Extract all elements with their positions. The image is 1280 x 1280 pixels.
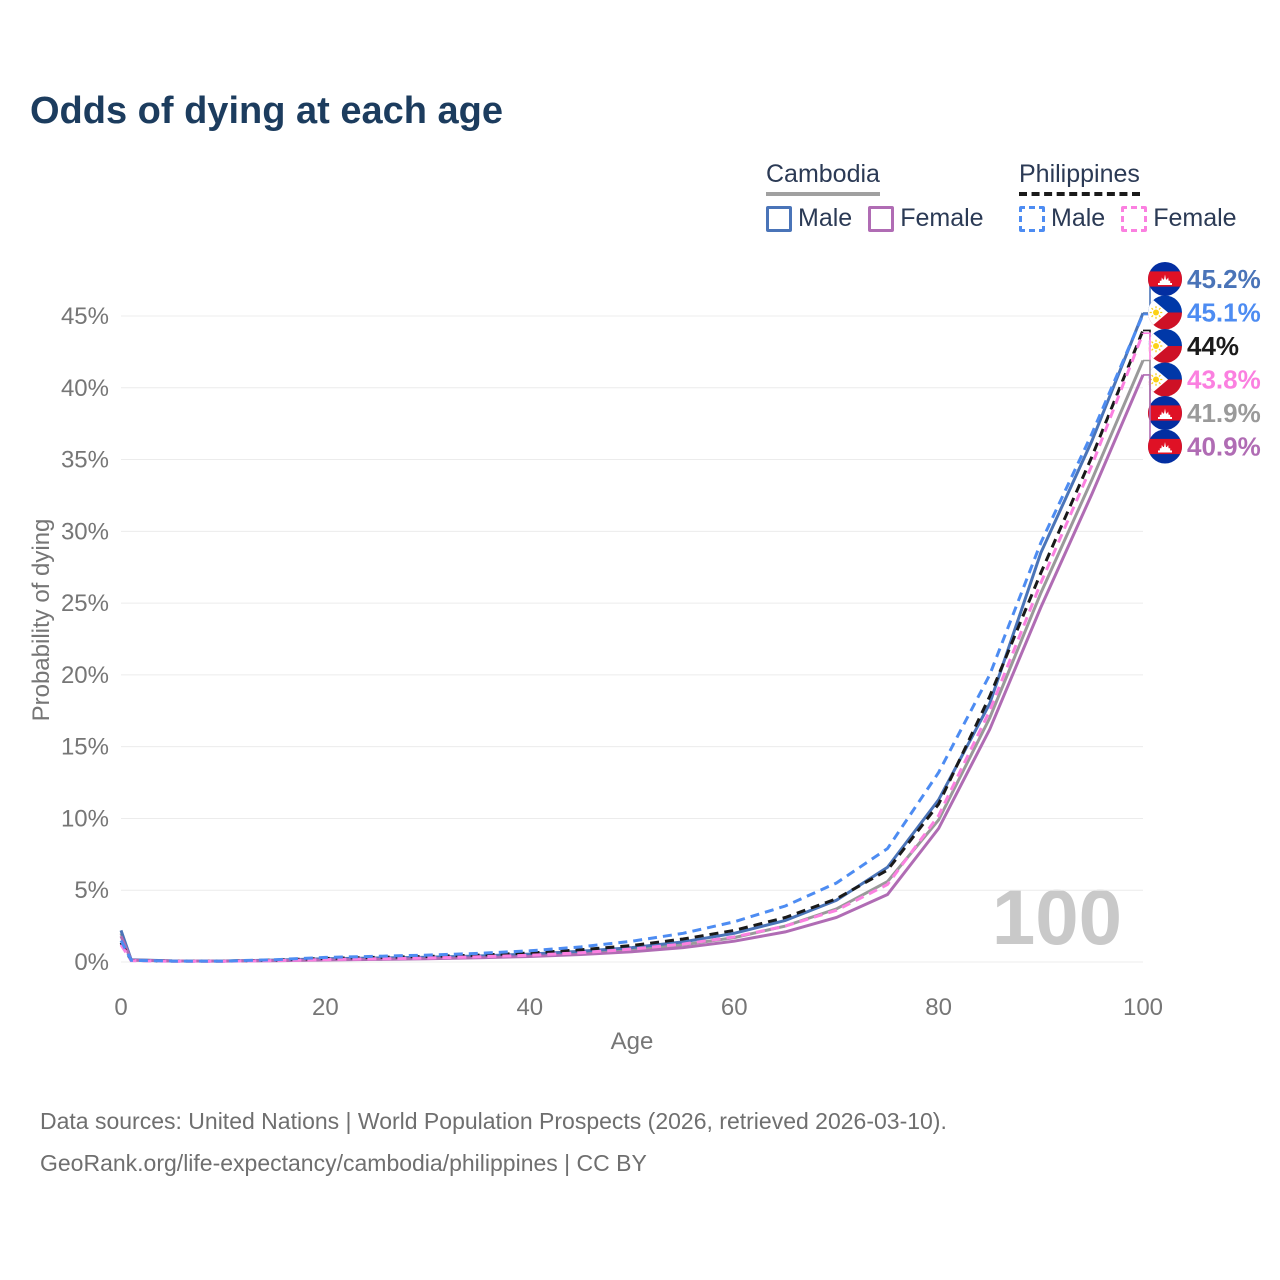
data-sources-text: Data sources: United Nations | World Pop… bbox=[40, 1108, 947, 1134]
y-tick-label: 35% bbox=[61, 447, 109, 474]
legend-item-philippines-male: Male bbox=[1019, 204, 1105, 233]
legend-row-philippines: Male Female bbox=[1019, 204, 1253, 233]
y-tick-label: 0% bbox=[74, 949, 109, 976]
attribution-text: GeoRank.org/life-expectancy/cambodia/phi… bbox=[40, 1150, 647, 1176]
legend-group-cambodia: Cambodia Male Female bbox=[766, 160, 1000, 233]
y-tick-label: 45% bbox=[61, 303, 109, 330]
legend-group-philippines: Philippines Male Female bbox=[1019, 160, 1253, 233]
line-cambodia-combined bbox=[119, 359, 1145, 963]
flag-kh-icon bbox=[1148, 429, 1182, 464]
line-cambodia-female bbox=[119, 374, 1145, 963]
x-tick-label: 20 bbox=[312, 994, 339, 1021]
page-title: Odds of dying at each age bbox=[30, 90, 503, 132]
y-tick-label: 15% bbox=[61, 734, 109, 761]
y-tick-label: 40% bbox=[61, 375, 109, 402]
x-tick-label: 0 bbox=[114, 994, 127, 1021]
x-tick-label: 60 bbox=[721, 994, 748, 1021]
legend-item-label: Female bbox=[1153, 204, 1237, 232]
end-value-label: 45.2% bbox=[1187, 264, 1261, 294]
line-philippines-male bbox=[119, 314, 1145, 963]
legend-item-philippines-female: Female bbox=[1121, 204, 1237, 233]
cambodia-male-swatch-icon bbox=[766, 205, 792, 232]
end-value-label: 41.9% bbox=[1187, 398, 1261, 428]
end-value-label: 45.1% bbox=[1187, 298, 1261, 328]
line-philippines-female bbox=[119, 332, 1145, 963]
cambodia-female-swatch-icon bbox=[868, 205, 895, 232]
y-tick-label: 5% bbox=[74, 877, 109, 904]
end-value-label: 44% bbox=[1187, 331, 1239, 361]
y-tick-label: 10% bbox=[61, 805, 109, 832]
x-tick-label: 100 bbox=[1123, 994, 1163, 1021]
legend-row-cambodia: Male Female bbox=[766, 204, 1000, 233]
flag-kh-icon bbox=[1148, 396, 1182, 430]
legend-item-cambodia-female: Female bbox=[868, 204, 984, 233]
legend-item-label: Male bbox=[798, 204, 853, 232]
flag-kh-icon bbox=[1148, 262, 1182, 296]
line-cambodia-male bbox=[119, 312, 1145, 963]
y-tick-label: 30% bbox=[61, 518, 109, 545]
legend-item-label: Male bbox=[1051, 204, 1106, 232]
philippines-male-swatch-icon bbox=[1019, 205, 1045, 232]
watermark-age: 100 bbox=[991, 873, 1122, 961]
flag-ph-icon bbox=[1148, 329, 1182, 363]
line-philippines-combined bbox=[119, 329, 1145, 963]
x-tick-label: 40 bbox=[516, 994, 543, 1021]
x-tick-label: 80 bbox=[925, 994, 952, 1021]
philippines-female-swatch-icon bbox=[1121, 205, 1148, 232]
y-tick-label: 25% bbox=[61, 590, 109, 617]
legend-item-cambodia-male: Male bbox=[766, 204, 852, 233]
x-axis-title: Age bbox=[610, 1028, 654, 1055]
flag-ph-icon bbox=[1148, 362, 1182, 397]
legend-header-philippines: Philippines bbox=[1019, 160, 1140, 196]
end-value-label: 43.8% bbox=[1187, 365, 1261, 395]
flag-ph-icon bbox=[1148, 295, 1182, 330]
end-value-label: 40.9% bbox=[1187, 432, 1261, 462]
legend-item-label: Female bbox=[900, 204, 984, 232]
legend-header-cambodia: Cambodia bbox=[766, 160, 880, 196]
y-tick-label: 20% bbox=[61, 662, 109, 689]
